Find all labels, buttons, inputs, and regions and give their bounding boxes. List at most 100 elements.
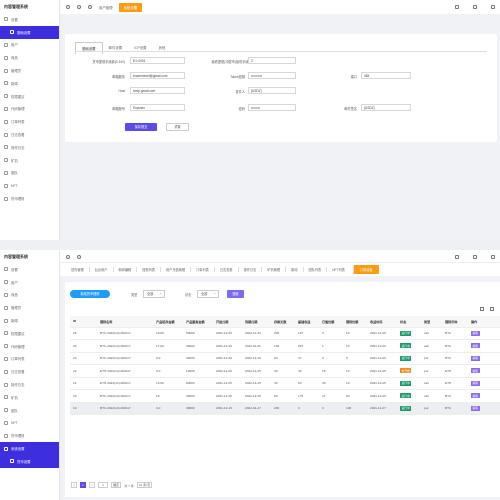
search-button[interactable]: 搜索 <box>227 290 244 298</box>
fullscreen-icon[interactable] <box>473 255 477 259</box>
sidebar-item[interactable]: 系统设置 <box>0 442 59 455</box>
form-tab-basic[interactable]: 基础设置 <box>75 42 103 54</box>
port-input[interactable]: 465 <box>361 72 411 79</box>
sidebar-item[interactable]: 货币理财 <box>0 429 59 442</box>
column-header[interactable]: 操作 <box>468 316 500 328</box>
goto-page-input[interactable]: 1 <box>98 482 108 488</box>
table-row[interactable]: 23 BTC-2022(12)-0000-P 0.0 30000 2021-12-29 2… <box>70 352 500 365</box>
sidebar-item[interactable]: 基础设置 <box>0 25 59 39</box>
sidebar-item[interactable]: 日志查看 <box>0 128 59 141</box>
fullscreen-icon[interactable] <box>473 5 477 9</box>
column-header[interactable]: 收益时间 <box>367 316 397 328</box>
token-key-input[interactable]: •••••••••• <box>248 72 296 79</box>
page-1-button[interactable]: 1 <box>80 482 86 488</box>
reset-button[interactable]: 重置 <box>166 123 189 131</box>
tag-7[interactable]: 操作日志 <box>237 267 262 272</box>
sidebar-item[interactable]: 操作日志 <box>0 378 59 391</box>
tag-4[interactable]: 用户充值管理 <box>160 267 190 272</box>
message-icon[interactable] <box>455 5 459 9</box>
tag-3[interactable]: 提现列表 <box>136 267 160 272</box>
sidebar-item[interactable]: 新闻 <box>0 77 59 90</box>
sender-input[interactable]: [USDZ] <box>248 87 296 94</box>
refresh-icon[interactable] <box>77 5 81 9</box>
column-header[interactable]: 开始日期 <box>213 316 242 328</box>
table-row[interactable]: 24 BTC-2022(12)-0000-C 17.00 30000 2021-12-2… <box>70 339 500 353</box>
host-input[interactable]: smtp.gmail.com <box>130 87 185 94</box>
sidebar-item[interactable]: 团队 <box>0 167 59 180</box>
form-tab-other[interactable]: 其他 <box>158 46 166 50</box>
tag-8[interactable]: 矿机管理 <box>261 267 285 272</box>
menu-toggle-icon[interactable] <box>66 255 70 259</box>
edit-button[interactable]: 编辑 <box>471 355 480 361</box>
tag-9[interactable]: 新闻 <box>285 267 302 272</box>
user-icon[interactable] <box>491 255 495 259</box>
form-tab-icp[interactable]: ICP设置 <box>134 46 147 50</box>
tag-11[interactable]: NFT列表 <box>326 267 350 272</box>
column-header[interactable]: 到期日期 <box>242 316 271 328</box>
sidebar-item[interactable]: 订单列表 <box>0 353 59 366</box>
edit-button[interactable]: 编辑 <box>471 330 480 336</box>
sidebar-item[interactable]: 货币设置 <box>0 454 59 468</box>
column-header[interactable]: 理财份额 <box>343 316 367 328</box>
tag-12[interactable]: 订单设置 <box>352 265 379 274</box>
sidebar-item[interactable]: 用户 <box>0 276 59 289</box>
sidebar-item[interactable]: 矿机 <box>0 154 59 167</box>
sidebar-item[interactable]: NFT <box>0 417 59 430</box>
table-row[interactable]: 22 ETH-2022(12)-0000-P 0.0 10000 2021-12-25 2… <box>70 364 500 378</box>
state-filter-select[interactable]: 全部 <box>197 290 219 298</box>
save-button[interactable]: 保存提交 <box>125 123 157 131</box>
tag-0[interactable]: 首页管理 <box>71 268 84 272</box>
sidebar-item[interactable]: 商品 <box>0 51 59 64</box>
edit-button[interactable]: 编辑 <box>471 393 480 399</box>
table-row[interactable]: 21 ETH-2022(12)-0000-C 16.00 80000 2021-12-2… <box>70 377 500 390</box>
sidebar-item[interactable]: 管理员 <box>0 64 59 77</box>
column-header[interactable]: 产品起存金额 <box>153 316 183 328</box>
next-page-button[interactable]: > <box>89 482 95 488</box>
sidebar-item[interactable]: 商品 <box>0 289 59 302</box>
sidebar-item[interactable]: 操作日志 <box>0 141 59 154</box>
form-tab-email[interactable]: 邮件设置 <box>108 46 123 50</box>
sidebar-item[interactable]: NFT <box>0 179 59 192</box>
sidebar-item[interactable]: 代码管理 <box>0 103 59 116</box>
column-header[interactable]: 类型 <box>421 316 442 328</box>
fee-input[interactable]: $ 0.0001 <box>130 57 185 64</box>
tag-1[interactable]: 后台用户 <box>88 267 113 272</box>
sidebar-item[interactable]: 矿机 <box>0 391 59 404</box>
sidebar-item[interactable]: 权限建议 <box>0 327 59 340</box>
column-header[interactable]: 存款天数 <box>271 316 295 328</box>
refresh-icon[interactable] <box>77 255 81 259</box>
min-withdraw-input[interactable]: 2 <box>248 57 296 64</box>
username-input[interactable]: Enpuser <box>130 104 185 111</box>
page-size-select[interactable]: 10 条/页 <box>136 482 153 488</box>
sidebar-item[interactable]: 订单列表 <box>0 115 59 128</box>
column-header[interactable]: 状态 <box>397 316 421 328</box>
sidebar-item[interactable]: 团队 <box>0 404 59 417</box>
signature-input[interactable]: [USDZ] <box>361 104 411 111</box>
user-icon[interactable] <box>491 5 495 9</box>
sidebar-item[interactable]: 新闻 <box>0 314 59 327</box>
column-header[interactable]: 产品最高金额 <box>183 316 213 328</box>
password-input[interactable]: •••••••• <box>248 104 296 111</box>
table-row[interactable]: 26 BTC-2022(12)-0000-C 10.00 50000 2021-12-2… <box>70 327 500 340</box>
email-input[interactable]: brazemeset@gmail.com <box>130 72 185 79</box>
column-header[interactable]: 基础收益 <box>295 316 319 328</box>
sidebar-item[interactable]: 日志查看 <box>0 365 59 378</box>
message-icon[interactable] <box>455 255 459 259</box>
edit-button[interactable]: 编辑 <box>471 405 480 411</box>
columns-icon[interactable] <box>490 307 494 311</box>
sidebar-item[interactable]: 设置 <box>0 263 59 276</box>
sidebar-item[interactable]: 用户 <box>0 39 59 52</box>
tab-user-management[interactable]: 用户管理 <box>99 5 113 10</box>
column-header[interactable]: ID <box>70 316 97 328</box>
menu-toggle-icon[interactable] <box>66 5 70 9</box>
column-header[interactable]: 理财币种 <box>442 316 468 328</box>
prev-page-button[interactable]: < <box>71 482 77 488</box>
sidebar-item[interactable]: 设置 <box>0 13 59 26</box>
table-row[interactable]: 19 BTC-2022(12)-0000-P 0.0 30000 2021-12-16 2… <box>70 402 500 415</box>
sidebar-item[interactable]: 货币理财 <box>0 192 59 205</box>
column-header[interactable]: 理财名称 <box>97 316 153 328</box>
edit-button[interactable]: 编辑 <box>471 343 480 349</box>
column-header[interactable]: 已售份额 <box>319 316 343 328</box>
sidebar-item[interactable]: 权限建议 <box>0 90 59 103</box>
edit-button[interactable]: 编辑 <box>471 380 480 386</box>
